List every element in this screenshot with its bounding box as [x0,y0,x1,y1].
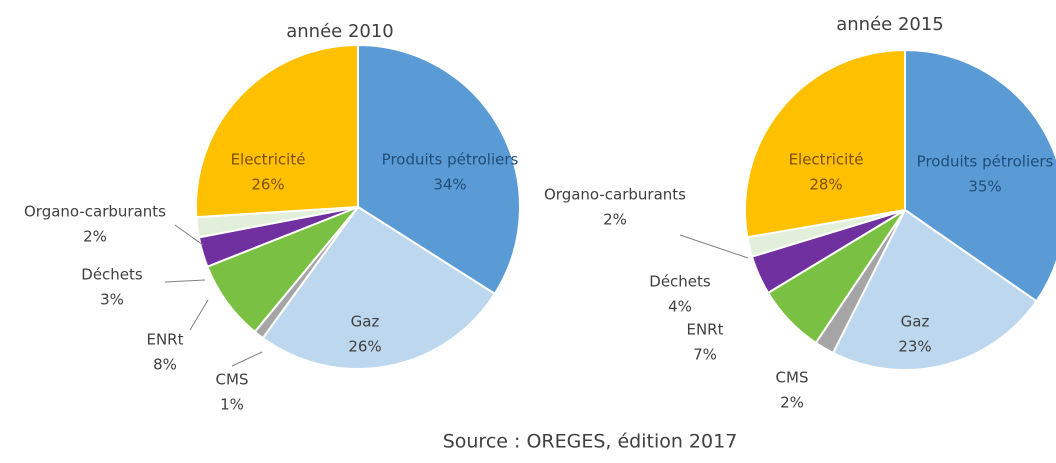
pie-slice [904,48,1056,303]
slice-label: Déchets [649,273,711,291]
slice-value: 3% [100,291,124,309]
chart-title: année 2010 [286,21,394,42]
slice-value: 2% [780,394,804,412]
slice-value: 26% [348,338,381,356]
slice-value: 8% [153,356,177,374]
slice-label: ENRt [146,331,183,349]
slice-label: Produits pétroliers [917,153,1054,171]
slice-label: Gaz [901,313,930,331]
slice-value: 35% [968,178,1001,196]
slice-value: 23% [898,338,931,356]
slice-label: ENRt [686,321,723,339]
slice-label: Electricité [789,151,864,169]
slice-value: 26% [251,176,284,194]
slice-label: Produits pétroliers [382,151,519,169]
slice-value: 28% [809,176,842,194]
pie-slice [744,48,906,239]
leader-line [174,224,204,246]
slice-label: Electricité [231,151,306,169]
source-note: Source : OREGES, édition 2017 [443,431,738,453]
slice-value: 1% [220,396,244,414]
slice-label: CMS [216,371,249,389]
pie-slice [261,205,497,370]
slice-label: Gaz [351,313,380,331]
leader-line [231,351,263,367]
leader-line [164,279,206,283]
pie-slice [195,43,359,219]
slice-value: 34% [433,176,466,194]
slice-label: CMS [776,369,809,387]
slice-value: 7% [693,346,717,364]
leader-line [189,299,209,331]
slice-value: 4% [668,298,692,316]
slice-label: Organo-carburants [24,203,166,221]
slice-label: Organo-carburants [544,186,686,204]
slice-value: 2% [83,228,107,246]
pie-slice [831,208,1038,371]
leader-line [679,234,749,259]
slice-label: Déchets [81,266,143,284]
chart-title: année 2015 [836,14,944,35]
slice-value: 2% [603,211,627,229]
